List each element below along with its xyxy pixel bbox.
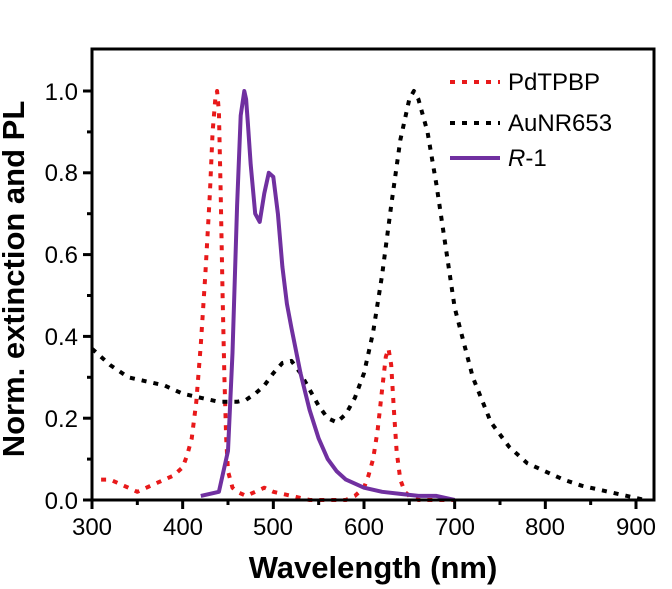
legend: PdTPBP AuNR653 R-1 — [450, 69, 612, 172]
x-tick-label: 800 — [525, 514, 565, 541]
x-tick-label: 400 — [163, 514, 203, 541]
x-tick-labels: 300 400 500 600 700 800 900 — [72, 514, 656, 541]
x-axis-title: Wavelength (nm) — [249, 550, 498, 585]
legend-label-r1-italic: R — [508, 145, 525, 172]
plot-marks — [90, 89, 646, 502]
legend-label-r1: R-1 — [508, 145, 547, 172]
x-tick-label: 700 — [435, 514, 475, 541]
y-tick-labels: 0.0 0.2 0.4 0.6 0.8 1.0 — [45, 79, 78, 515]
y-tick-label: 0.0 — [45, 488, 78, 515]
legend-label-r1-rest: -1 — [525, 145, 546, 172]
y-axis-title: Norm. extinction and PL — [0, 101, 31, 458]
series-line-r-1 — [200, 89, 456, 502]
y-tick-label: 0.4 — [45, 324, 78, 351]
y-tick-label: 0.6 — [45, 242, 78, 269]
series-line-aunr653 — [90, 89, 646, 502]
x-tick-label: 900 — [616, 514, 656, 541]
x-tick-label: 300 — [72, 514, 112, 541]
y-tick-label: 1.0 — [45, 79, 78, 106]
x-tick-label: 600 — [344, 514, 384, 541]
axis-ticks — [83, 89, 638, 509]
plot-frame — [90, 47, 656, 502]
legend-label-pdtpbp: PdTPBP — [508, 69, 600, 96]
x-tick-label: 500 — [253, 514, 293, 541]
y-tick-label: 0.8 — [45, 160, 78, 187]
series-line-pdtpbp — [101, 89, 455, 502]
y-tick-label: 0.2 — [45, 406, 78, 433]
legend-label-aunr653: AuNR653 — [508, 110, 612, 137]
